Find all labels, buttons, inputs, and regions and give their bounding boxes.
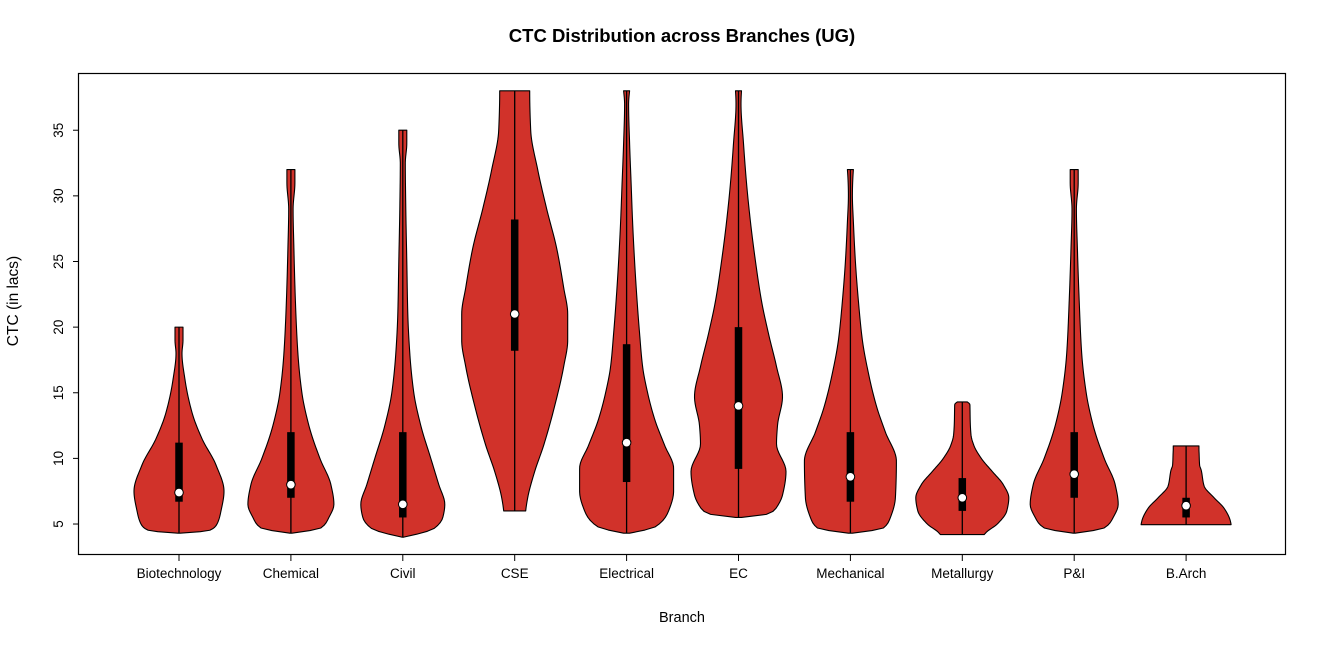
- svg-text:P&I: P&I: [1063, 566, 1085, 581]
- svg-text:5: 5: [51, 520, 66, 528]
- svg-text:CTC (in lacs): CTC (in lacs): [5, 256, 22, 346]
- svg-text:Branch: Branch: [659, 610, 705, 626]
- svg-text:CTC Distribution across Branch: CTC Distribution across Branches (UG): [509, 25, 855, 46]
- svg-text:EC: EC: [729, 566, 748, 581]
- svg-text:Chemical: Chemical: [263, 566, 319, 581]
- svg-text:Mechanical: Mechanical: [816, 566, 884, 581]
- svg-text:25: 25: [51, 254, 66, 269]
- svg-text:Civil: Civil: [390, 566, 416, 581]
- svg-text:B.Arch: B.Arch: [1166, 566, 1207, 581]
- svg-text:20: 20: [51, 320, 66, 335]
- svg-text:35: 35: [51, 123, 66, 138]
- svg-text:CSE: CSE: [501, 566, 529, 581]
- svg-text:Metallurgy: Metallurgy: [931, 566, 994, 581]
- svg-text:Biotechnology: Biotechnology: [137, 566, 222, 581]
- svg-text:15: 15: [51, 385, 66, 400]
- svg-text:10: 10: [51, 451, 66, 466]
- svg-text:Electrical: Electrical: [599, 566, 654, 581]
- svg-text:30: 30: [51, 188, 66, 203]
